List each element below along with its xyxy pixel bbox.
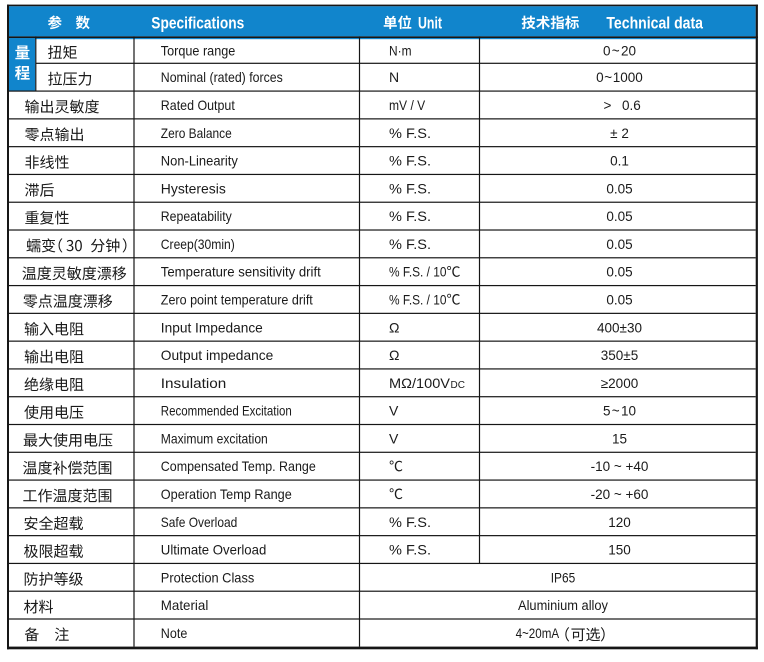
- svg-text:≥2000: ≥2000: [601, 376, 638, 391]
- svg-text:% F.S. / 10: % F.S. / 10: [389, 264, 447, 280]
- svg-text:Insulation: Insulation: [161, 375, 227, 391]
- svg-text:0.05: 0.05: [606, 209, 632, 224]
- svg-text:Material: Material: [161, 597, 209, 613]
- svg-text:Technical data: Technical data: [606, 14, 703, 32]
- svg-text:Safe Overload: Safe Overload: [161, 514, 238, 530]
- svg-text:120: 120: [608, 515, 631, 530]
- svg-text:DC: DC: [451, 380, 465, 391]
- svg-text:Rated Output: Rated Output: [161, 97, 235, 113]
- svg-text:Maximum excitation: Maximum excitation: [161, 430, 268, 446]
- svg-text:N·m: N·m: [389, 43, 412, 59]
- svg-text:Protection Class: Protection Class: [161, 569, 255, 585]
- svg-text:% F.S.: % F.S.: [389, 236, 431, 252]
- svg-text:mV / V: mV / V: [389, 97, 426, 113]
- svg-text:Compensated Temp. Range: Compensated Temp. Range: [161, 458, 316, 474]
- svg-text:% F.S.: % F.S.: [389, 208, 431, 224]
- svg-text:0.05: 0.05: [606, 265, 632, 280]
- svg-text:Non-Linearity: Non-Linearity: [161, 153, 238, 169]
- svg-text:15: 15: [612, 431, 627, 446]
- svg-text:Note: Note: [161, 625, 188, 641]
- svg-text:400±30: 400±30: [597, 320, 642, 335]
- svg-text:N: N: [389, 69, 399, 85]
- svg-text:Nominal (rated) forces: Nominal (rated) forces: [161, 69, 283, 85]
- svg-text:Input Impedance: Input Impedance: [161, 319, 263, 335]
- svg-text:Ω: Ω: [389, 319, 399, 335]
- svg-text:0.6: 0.6: [622, 98, 641, 113]
- svg-text:>: >: [604, 98, 612, 113]
- svg-text:Recommended Excitation: Recommended Excitation: [161, 403, 292, 419]
- svg-text:Torque range: Torque range: [161, 43, 236, 59]
- svg-text:Unit: Unit: [418, 14, 442, 32]
- svg-text:0.05: 0.05: [606, 181, 632, 196]
- svg-text:0~1000: 0~1000: [596, 70, 643, 85]
- svg-text:IP65: IP65: [551, 570, 576, 585]
- svg-text:0.05: 0.05: [606, 237, 632, 252]
- svg-text:Temperature sensitivity drift: Temperature sensitivity drift: [161, 264, 321, 280]
- svg-text:% F.S.: % F.S.: [389, 125, 431, 141]
- svg-text:± 2: ± 2: [610, 126, 629, 141]
- svg-text:Specifications: Specifications: [151, 14, 244, 32]
- svg-text:4~20mA: 4~20mA: [516, 626, 560, 641]
- svg-text:150: 150: [608, 543, 631, 558]
- svg-text:V: V: [389, 430, 399, 446]
- svg-text:V: V: [389, 403, 399, 419]
- svg-text:Ω: Ω: [389, 347, 399, 363]
- svg-text:% F.S.: % F.S.: [389, 514, 431, 530]
- svg-text:% F.S.: % F.S.: [389, 153, 431, 169]
- svg-text:0.05: 0.05: [606, 292, 632, 307]
- svg-text:% F.S.: % F.S.: [389, 180, 431, 196]
- svg-text:Ultimate Overload: Ultimate Overload: [161, 542, 266, 558]
- svg-text:350±5: 350±5: [601, 348, 638, 363]
- svg-text:0.1: 0.1: [610, 154, 629, 169]
- svg-text:Hysteresis: Hysteresis: [161, 180, 226, 196]
- svg-text:-10 ~ +40: -10 ~ +40: [591, 459, 649, 474]
- svg-text:5~10: 5~10: [603, 404, 636, 419]
- svg-text:Aluminium alloy: Aluminium alloy: [518, 598, 608, 613]
- svg-text:0~20: 0~20: [603, 44, 636, 59]
- svg-text:Creep(30min): Creep(30min): [161, 236, 235, 252]
- svg-text:MΩ/100V: MΩ/100V: [389, 375, 451, 391]
- svg-text:Repeatability: Repeatability: [161, 208, 232, 224]
- svg-text:Zero point temperature drift: Zero point temperature drift: [161, 291, 313, 307]
- svg-text:-20 ~ +60: -20 ~ +60: [591, 487, 649, 502]
- svg-text:Output impedance: Output impedance: [161, 347, 274, 363]
- svg-text:% F.S.: % F.S.: [389, 542, 431, 558]
- svg-text:Zero Balance: Zero Balance: [161, 125, 232, 141]
- svg-text:% F.S. / 10: % F.S. / 10: [389, 291, 447, 307]
- svg-text:Operation Temp Range: Operation Temp Range: [161, 486, 292, 502]
